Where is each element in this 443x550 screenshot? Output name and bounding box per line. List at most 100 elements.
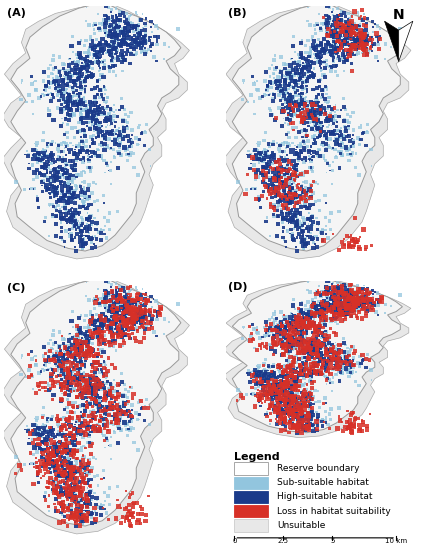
Point (287, 383, 294, 392)
Point (81, 338, 88, 346)
Point (81, 224, 88, 233)
Point (297, 364, 304, 372)
Point (87, 481, 94, 490)
Point (260, 162, 267, 171)
Point (368, 294, 375, 303)
Point (109, 13, 117, 21)
Point (88, 344, 95, 353)
Point (124, 303, 131, 312)
Point (67, 93, 74, 102)
Point (62, 169, 69, 178)
Point (112, 411, 119, 420)
Point (67, 460, 74, 469)
Point (59, 445, 66, 454)
Point (256, 372, 264, 381)
Point (277, 397, 284, 405)
Point (289, 189, 296, 197)
Point (304, 349, 311, 358)
Point (59, 59, 66, 68)
Point (372, 298, 379, 307)
Point (282, 364, 289, 373)
Point (70, 365, 78, 374)
Point (92, 379, 99, 388)
Point (138, 318, 145, 327)
Point (315, 340, 323, 349)
Point (358, 359, 365, 368)
Point (312, 338, 319, 346)
Point (335, 46, 342, 55)
Point (70, 322, 77, 331)
Point (131, 310, 138, 319)
Point (319, 308, 326, 317)
Point (350, 130, 357, 139)
Point (64, 97, 71, 106)
Point (344, 356, 351, 365)
Point (297, 93, 304, 102)
Point (111, 128, 118, 137)
Point (89, 376, 97, 384)
Point (93, 124, 100, 133)
Point (310, 244, 317, 252)
Point (286, 180, 293, 189)
Point (61, 335, 68, 344)
Point (61, 86, 68, 95)
Point (339, 36, 346, 45)
Point (85, 60, 92, 69)
Point (95, 111, 102, 119)
Point (128, 416, 135, 425)
Point (291, 393, 298, 402)
Point (68, 145, 75, 153)
Point (299, 346, 307, 355)
Point (297, 146, 304, 155)
Point (101, 408, 109, 417)
Point (70, 430, 78, 439)
Point (330, 285, 337, 294)
Point (260, 177, 267, 185)
Point (308, 336, 315, 344)
Point (131, 38, 138, 47)
Point (284, 364, 291, 372)
Point (290, 391, 297, 400)
Point (138, 130, 145, 139)
Point (124, 34, 131, 42)
Point (66, 157, 74, 166)
Point (280, 367, 287, 376)
Point (299, 72, 307, 81)
Point (333, 36, 340, 45)
Point (289, 172, 296, 180)
Point (72, 58, 79, 67)
Point (91, 393, 98, 402)
Point (284, 94, 291, 103)
Point (280, 379, 287, 388)
Point (50, 446, 57, 455)
Point (79, 350, 86, 359)
Point (89, 21, 97, 30)
Point (298, 180, 305, 189)
Point (362, 296, 369, 305)
Point (295, 229, 302, 238)
Point (258, 388, 265, 397)
Point (362, 303, 369, 312)
Point (72, 233, 79, 242)
Point (330, 328, 337, 337)
Point (275, 73, 282, 81)
Point (279, 104, 286, 113)
Point (334, 295, 342, 304)
Point (280, 94, 287, 103)
Point (307, 349, 314, 358)
Point (75, 369, 82, 378)
Point (291, 414, 298, 423)
Point (324, 157, 331, 166)
Point (64, 521, 71, 530)
Point (69, 96, 76, 104)
Point (284, 397, 291, 406)
Point (355, 10, 362, 19)
Point (361, 33, 368, 42)
Point (301, 349, 308, 358)
Point (339, 310, 346, 318)
Point (317, 24, 324, 33)
Point (330, 311, 337, 320)
Point (65, 342, 72, 350)
Point (319, 44, 326, 53)
Point (290, 32, 297, 41)
